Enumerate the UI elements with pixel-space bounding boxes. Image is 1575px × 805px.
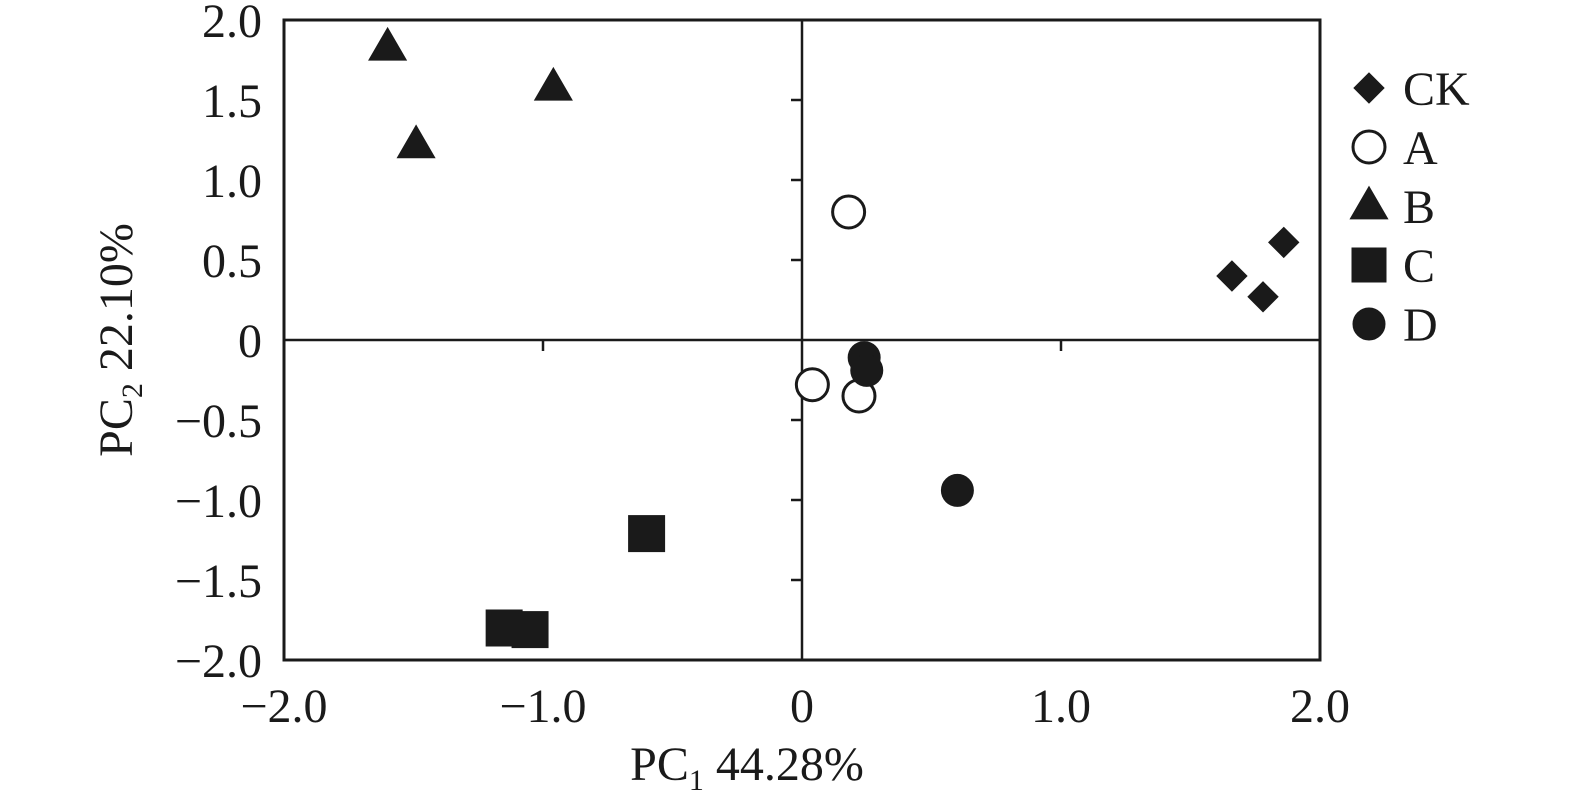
point-a [794, 367, 830, 403]
x-axis-title-rest: 44.28% [704, 738, 864, 791]
x-tick-label: −1.0 [499, 680, 586, 733]
y-tick-label: −0.5 [175, 395, 262, 448]
legend-marker-d [1352, 307, 1386, 341]
x-axis-title-sub: 1 [689, 764, 704, 797]
point-c [628, 515, 666, 553]
point-b [368, 26, 408, 61]
point-a [831, 194, 867, 230]
x-tick-labels: −2.0 −1.0 0 1.0 2.0 [240, 680, 1350, 733]
y-tick-labels: 2.0 1.5 1.0 0.5 0 −0.5 −1.0 −1.5 −2.0 [175, 0, 262, 688]
legend-label-c: C [1403, 240, 1435, 293]
legend-label-a: A [1403, 122, 1438, 175]
y-axis-title-sub: 2 [116, 383, 149, 398]
point-c [511, 611, 549, 649]
point-ck [1216, 260, 1248, 292]
x-tick-label: 0 [790, 680, 814, 733]
zero-lines [284, 20, 1320, 660]
legend-label-b: B [1403, 181, 1435, 234]
legend-marker-a [1351, 129, 1387, 165]
legend-label-ck: CK [1403, 63, 1470, 116]
point-d [850, 353, 884, 387]
legend-label-d: D [1403, 299, 1438, 352]
y-tick-label: 0 [238, 315, 262, 368]
y-tick-label: 1.5 [202, 75, 262, 128]
y-tick-label: −2.0 [175, 635, 262, 688]
x-axis-title-main: PC [630, 738, 689, 791]
legend-marker-b [1349, 185, 1389, 220]
point-ck [1247, 281, 1279, 313]
point-d [940, 473, 974, 507]
y-axis-title-main: PC [90, 398, 143, 457]
point-ck [1268, 226, 1300, 259]
legend-marker-c [1351, 247, 1387, 283]
tick-marks [541, 98, 1063, 582]
y-axis-title-rest: 22.10% [90, 223, 143, 383]
x-axis-title: PC1 44.28% [630, 738, 864, 797]
x-tick-label: −2.0 [240, 680, 327, 733]
y-tick-label: 2.0 [202, 0, 262, 48]
y-tick-label: 1.0 [202, 155, 262, 208]
legend-marker-ck [1353, 72, 1385, 104]
y-tick-label: 0.5 [202, 235, 262, 288]
x-tick-label: 2.0 [1290, 680, 1350, 733]
y-tick-label: −1.0 [175, 475, 262, 528]
point-b [533, 66, 573, 101]
point-b [396, 124, 436, 159]
data-points [368, 26, 1300, 649]
x-tick-label: 1.0 [1031, 680, 1091, 733]
y-axis-title: PC2 22.10% [90, 223, 149, 457]
y-tick-label: −1.5 [175, 555, 262, 608]
